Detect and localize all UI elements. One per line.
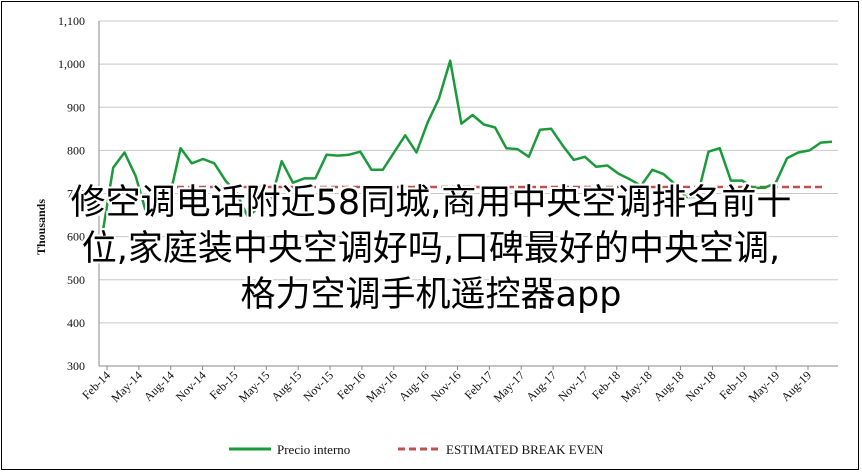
x-tick-label: Feb-17 — [462, 368, 496, 402]
x-tick-label: Aug-16 — [396, 368, 432, 404]
y-tick-label: 300 — [67, 359, 85, 373]
x-tick-label: Aug-15 — [268, 368, 304, 404]
y-tick-label: 1,100 — [58, 14, 85, 28]
y-tick-label: 600 — [67, 230, 85, 244]
y-tick-label: 900 — [67, 100, 85, 114]
x-tick-label: May-19 — [745, 368, 782, 405]
y-axis-label: Thousands — [34, 199, 48, 255]
overlay-line-3: 格力空调手机遥控器app — [240, 275, 622, 315]
x-tick-label: Feb-18 — [589, 368, 623, 402]
x-tick-label: Nov-16 — [428, 368, 464, 404]
y-tick-label: 500 — [67, 273, 85, 287]
x-tick-label: Aug-18 — [651, 368, 687, 404]
x-tick-label: Feb-19 — [716, 368, 750, 402]
x-tick-label: May-17 — [491, 368, 528, 405]
y-tick-label: 1,000 — [58, 57, 85, 71]
overlay-line-1: 修空调电话附近58同城,商用中央空调排名前十 — [70, 183, 792, 223]
overlay-headline: 修空调电话附近58同城,商用中央空调排名前十 位,家庭装中央空调好吗,口碑最好的… — [0, 180, 862, 318]
y-tick-label: 800 — [67, 143, 85, 157]
y-axis: 300 400 500 600 700 800 900 1,000 1,100 — [58, 14, 100, 373]
x-tick-label: Nov-14 — [173, 368, 209, 404]
x-tick-label: May-18 — [618, 368, 655, 405]
x-axis: Feb-14May-14Aug-14Nov-14Feb-15May-15Aug-… — [79, 365, 838, 405]
series-line-precio-interno — [100, 59, 833, 237]
legend-label-precio-interno: Precio interno — [277, 442, 350, 457]
x-tick-label: May-15 — [236, 368, 273, 405]
y-tick-label: 700 — [67, 187, 85, 201]
x-tick-label: Nov-18 — [683, 368, 719, 404]
x-tick-label: Feb-14 — [79, 368, 113, 402]
overlay-line-2: 位,家庭装中央空调好吗,口碑最好的中央空调, — [81, 229, 781, 269]
legend: Precio interno ESTIMATED BREAK EVEN — [229, 442, 604, 457]
y-tick-label: 400 — [67, 316, 85, 330]
series-layer — [100, 59, 833, 237]
x-tick-label: Aug-19 — [778, 368, 814, 404]
x-tick-label: Aug-14 — [141, 368, 177, 404]
x-tick-label: Feb-16 — [334, 368, 368, 402]
x-tick-label: Aug-17 — [523, 368, 559, 404]
legend-label-break-even: ESTIMATED BREAK EVEN — [446, 442, 604, 457]
x-tick-label: Feb-15 — [207, 368, 241, 402]
x-tick-label: Nov-17 — [555, 368, 591, 404]
x-tick-label: May-14 — [108, 368, 145, 405]
x-tick-label: Nov-15 — [300, 368, 336, 404]
x-tick-label: May-16 — [363, 368, 400, 405]
